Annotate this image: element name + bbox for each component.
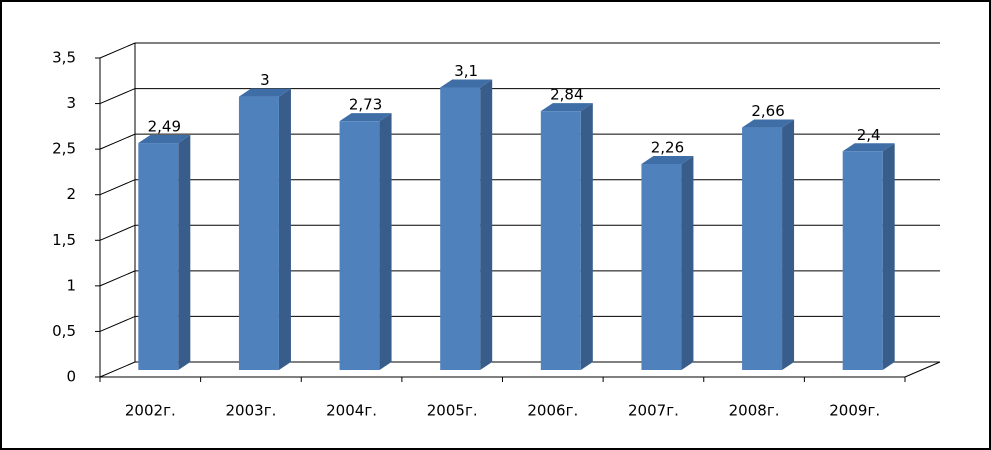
y-tick-label: 2: [66, 185, 76, 203]
bar: [138, 143, 179, 370]
bar-side: [379, 113, 392, 371]
bar: [440, 87, 481, 370]
x-tick-label: 2005г.: [427, 402, 478, 420]
bar-side: [782, 119, 795, 370]
x-tick-label: 2008г.: [729, 402, 780, 420]
bar-top: [742, 119, 795, 128]
bar: [742, 127, 783, 370]
bar: [641, 164, 682, 370]
bar-top: [842, 143, 895, 152]
bar-side: [178, 135, 191, 370]
x-tick-label: 2006г.: [527, 402, 578, 420]
value-label: 2,4: [857, 126, 881, 144]
x-tick-label: 2004г.: [326, 402, 377, 420]
bar-top: [440, 79, 493, 88]
floor-edge: [904, 361, 941, 378]
grid-side: [99, 42, 136, 59]
bar-side: [480, 79, 493, 370]
grid-side: [99, 224, 136, 241]
value-label: 2,84: [550, 86, 583, 104]
bar-side: [278, 88, 291, 371]
grid-side: [99, 270, 136, 287]
bar: [238, 96, 279, 371]
bar-side: [882, 143, 895, 370]
bar: [540, 111, 581, 370]
bar-side: [580, 103, 593, 370]
bar-top: [238, 88, 291, 97]
value-label: 2,26: [651, 139, 684, 157]
grid-side: [99, 179, 136, 196]
x-tick-label: 2007г.: [628, 402, 679, 420]
bar-top: [540, 103, 593, 112]
x-tick-label: 2003г.: [226, 402, 277, 420]
y-tick-label: 3: [66, 94, 76, 112]
x-tick-label: 2009г.: [829, 402, 880, 420]
y-tick-label: 0,5: [52, 322, 76, 340]
y-tick-label: 1: [66, 276, 76, 294]
bar-side: [681, 156, 694, 370]
value-label: 2,73: [349, 96, 382, 114]
grid-side: [99, 361, 136, 378]
y-tick-label: 3,5: [52, 49, 76, 67]
value-label: 3,1: [454, 62, 478, 80]
bar: [842, 151, 883, 370]
y-tick-label: 0: [66, 368, 76, 386]
grid-side: [99, 88, 136, 105]
x-tick-label: 2002г.: [125, 402, 176, 420]
value-label: 3: [260, 71, 270, 89]
bar-top: [339, 113, 392, 122]
bar-top: [138, 135, 191, 144]
grid-side: [99, 133, 136, 150]
grid-side: [99, 315, 136, 332]
bar: [339, 121, 380, 371]
y-tick-label: 1,5: [52, 231, 76, 249]
value-label: 2,66: [751, 102, 784, 120]
bar-top: [641, 156, 694, 165]
value-label: 2,49: [148, 118, 181, 136]
y-tick-label: 2,5: [52, 140, 76, 158]
